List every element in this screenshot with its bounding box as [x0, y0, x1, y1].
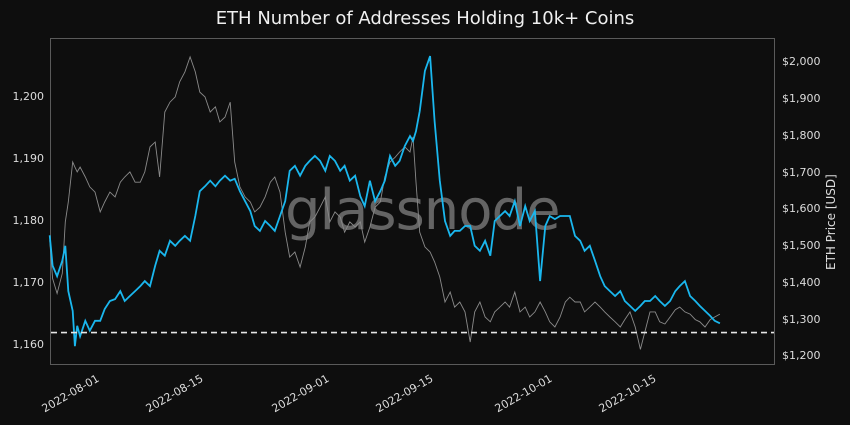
right-tick: $1,800	[782, 129, 821, 142]
right-tick: $1,700	[782, 166, 821, 179]
watermark: glassnode	[285, 178, 561, 243]
right-tick: $1,300	[782, 313, 821, 326]
right-tick: $1,400	[782, 276, 821, 289]
price-line	[49, 55, 721, 350]
right-tick: $1,200	[782, 349, 821, 362]
left-tick: 1,180	[12, 214, 45, 227]
right-axis-label: ETH Price [USD]	[824, 174, 838, 270]
chart-title: ETH Number of Addresses Holding 10k+ Coi…	[215, 8, 635, 29]
left-tick: 1,190	[12, 152, 45, 165]
addresses-line	[48, 55, 721, 347]
right-tick: $1,500	[782, 239, 821, 252]
right-tick: $1,600	[782, 202, 821, 215]
plot-area	[50, 38, 775, 365]
right-tick: $2,000	[782, 55, 821, 68]
right-tick: $1,900	[782, 92, 821, 105]
left-tick: 1,160	[12, 338, 45, 351]
left-tick: 1,200	[12, 90, 45, 103]
left-tick: 1,170	[12, 276, 45, 289]
